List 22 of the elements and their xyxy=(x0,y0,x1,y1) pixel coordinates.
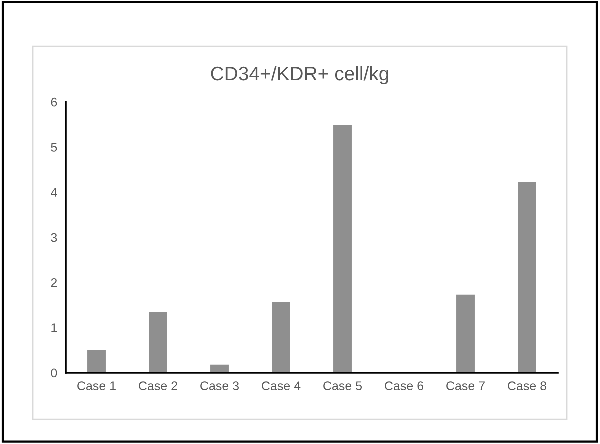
x-tick-label: Case 3 xyxy=(200,382,240,390)
x-tick-label: Case 7 xyxy=(446,382,485,390)
chart-title: CD34+/KDR+ cell/kg xyxy=(211,66,388,85)
y-tick-label: 4 xyxy=(51,188,58,197)
bar xyxy=(149,312,168,373)
bar xyxy=(334,125,352,373)
bar xyxy=(456,294,475,373)
y-tick-label: 5 xyxy=(51,143,58,152)
y-tick-label: 3 xyxy=(51,233,58,242)
bar xyxy=(518,182,536,373)
y-tick-label: 0 xyxy=(51,368,58,378)
x-tick-label: Case 5 xyxy=(324,382,362,390)
x-tick-label: Case 6 xyxy=(385,382,424,390)
bar xyxy=(272,302,290,373)
y-tick-label: 6 xyxy=(51,98,58,107)
x-tick-label: Case 2 xyxy=(139,382,178,390)
x-tick-label: Case 8 xyxy=(508,382,547,390)
y-tick-label: 1 xyxy=(52,324,58,332)
x-tick-label: Case 1 xyxy=(78,382,116,390)
bar xyxy=(88,350,106,373)
y-tick-label: 2 xyxy=(51,278,58,288)
x-tick-label: Case 4 xyxy=(262,382,301,390)
